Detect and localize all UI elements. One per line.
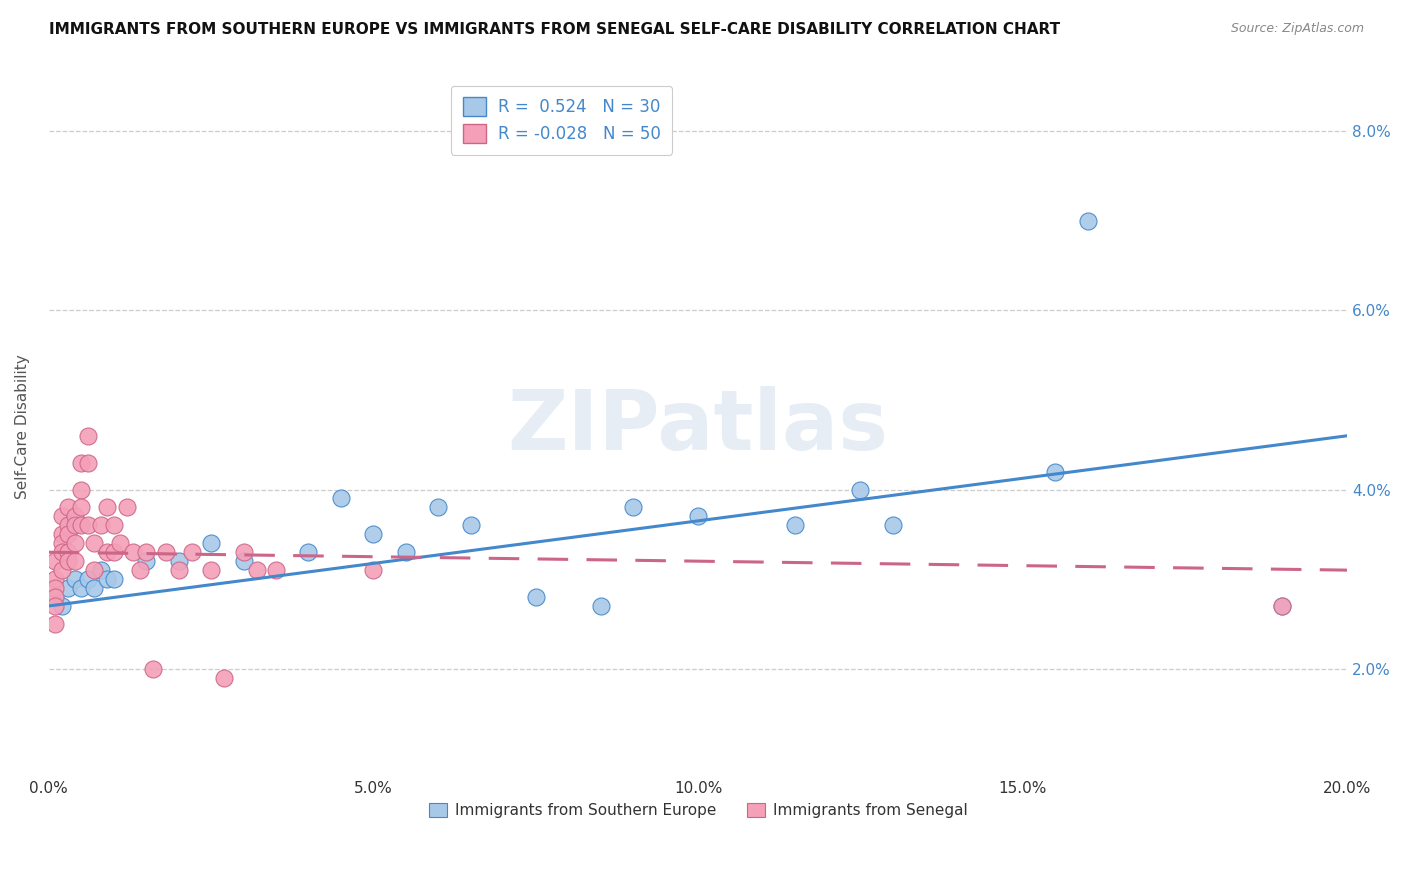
Point: [245, 563, 267, 577]
Point: [882, 518, 904, 533]
Point: [1077, 213, 1099, 227]
Point: [264, 563, 287, 577]
Point: [849, 483, 872, 497]
Point: [76, 429, 98, 443]
Point: [44, 554, 66, 568]
Text: Source: ZipAtlas.com: Source: ZipAtlas.com: [1230, 22, 1364, 36]
Point: [44, 599, 66, 613]
Point: [363, 527, 385, 541]
Point: [44, 581, 66, 595]
Point: [76, 518, 98, 533]
Point: [76, 572, 98, 586]
Point: [128, 563, 150, 577]
Point: [96, 572, 118, 586]
Point: [83, 581, 105, 595]
Point: [103, 545, 125, 559]
Point: [427, 500, 450, 515]
Point: [51, 545, 73, 559]
Point: [58, 500, 80, 515]
Point: [115, 500, 138, 515]
Point: [44, 616, 66, 631]
Point: [363, 563, 385, 577]
Point: [83, 563, 105, 577]
Point: [90, 518, 112, 533]
Point: [70, 483, 93, 497]
Point: [96, 500, 118, 515]
Point: [70, 456, 93, 470]
Point: [180, 545, 202, 559]
Point: [108, 536, 131, 550]
Point: [103, 572, 125, 586]
Point: [44, 590, 66, 604]
Point: [135, 554, 157, 568]
Point: [329, 491, 352, 506]
Point: [70, 500, 93, 515]
Point: [51, 536, 73, 550]
Point: [122, 545, 145, 559]
Y-axis label: Self-Care Disability: Self-Care Disability: [15, 354, 30, 500]
Text: IMMIGRANTS FROM SOUTHERN EUROPE VS IMMIGRANTS FROM SENEGAL SELF-CARE DISABILITY : IMMIGRANTS FROM SOUTHERN EUROPE VS IMMIG…: [49, 22, 1060, 37]
Point: [51, 509, 73, 524]
Point: [1271, 599, 1294, 613]
Point: [589, 599, 612, 613]
Point: [524, 590, 547, 604]
Point: [155, 545, 177, 559]
Point: [63, 518, 86, 533]
Point: [460, 518, 482, 533]
Point: [58, 518, 80, 533]
Point: [167, 563, 190, 577]
Point: [395, 545, 418, 559]
Point: [51, 563, 73, 577]
Point: [58, 527, 80, 541]
Legend: Immigrants from Southern Europe, Immigrants from Senegal: Immigrants from Southern Europe, Immigra…: [423, 797, 973, 824]
Point: [70, 518, 93, 533]
Point: [44, 572, 66, 586]
Point: [63, 572, 86, 586]
Point: [58, 554, 80, 568]
Point: [785, 518, 807, 533]
Point: [232, 554, 254, 568]
Point: [212, 671, 235, 685]
Point: [63, 509, 86, 524]
Point: [297, 545, 319, 559]
Point: [70, 581, 93, 595]
Point: [90, 563, 112, 577]
Point: [1271, 599, 1294, 613]
Point: [63, 554, 86, 568]
Point: [103, 518, 125, 533]
Point: [76, 456, 98, 470]
Point: [135, 545, 157, 559]
Point: [1043, 465, 1066, 479]
Point: [44, 590, 66, 604]
Point: [51, 599, 73, 613]
Point: [83, 536, 105, 550]
Point: [63, 536, 86, 550]
Point: [200, 536, 222, 550]
Point: [200, 563, 222, 577]
Point: [142, 662, 165, 676]
Point: [621, 500, 644, 515]
Point: [58, 545, 80, 559]
Point: [167, 554, 190, 568]
Point: [51, 527, 73, 541]
Text: ZIPatlas: ZIPatlas: [508, 386, 889, 467]
Point: [96, 545, 118, 559]
Point: [232, 545, 254, 559]
Point: [58, 581, 80, 595]
Point: [686, 509, 709, 524]
